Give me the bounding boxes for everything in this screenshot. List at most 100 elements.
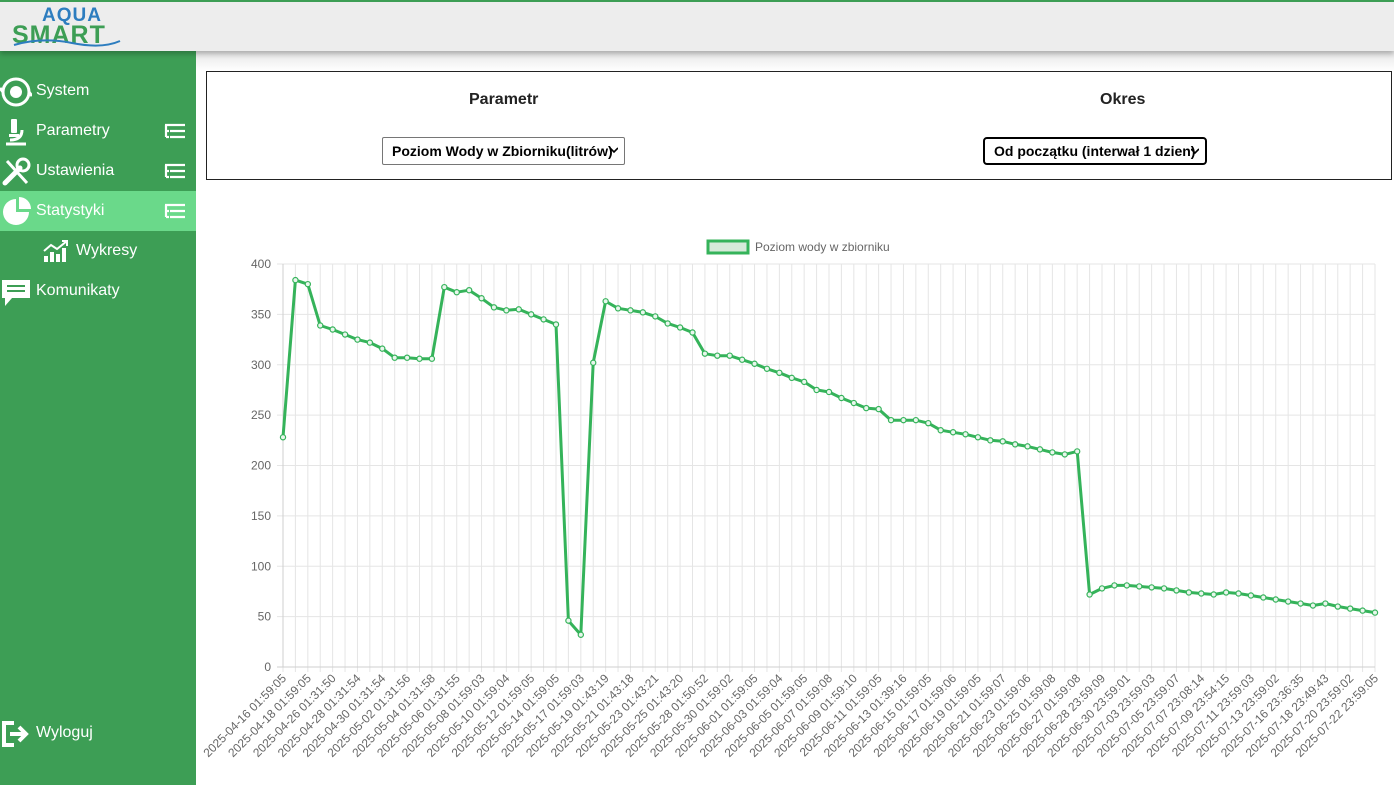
data-point — [974, 434, 982, 441]
sidebar: System Parametry Ustawienia Statystyki — [0, 51, 196, 785]
parametr-select[interactable]: Poziom Wody w Zbiorniku(litrów) — [382, 137, 625, 165]
data-point — [987, 437, 994, 444]
data-point — [366, 339, 374, 346]
sidebar-item-label: Wykresy — [76, 242, 138, 259]
data-point — [1198, 590, 1205, 597]
data-point — [552, 321, 560, 328]
y-tick-label: 150 — [251, 509, 271, 523]
data-point — [639, 309, 647, 316]
data-point — [912, 416, 920, 424]
submenu-toggle-icon[interactable] — [164, 203, 186, 219]
data-point — [1036, 446, 1044, 453]
logout-button[interactable]: Wyloguj — [0, 713, 196, 753]
submenu-toggle-icon[interactable] — [164, 123, 186, 139]
sidebar-item-system[interactable]: System — [0, 71, 196, 111]
sidebar-item-label: Parametry — [36, 122, 110, 139]
data-point — [1359, 607, 1366, 614]
sidebar-item-ustawienia[interactable]: Ustawienia — [0, 151, 196, 191]
okres-select-value: Od początku (interwał 1 dzien) — [994, 143, 1196, 159]
data-point — [1247, 592, 1255, 599]
data-point — [1011, 441, 1019, 448]
data-point — [527, 311, 535, 318]
data-point — [503, 307, 510, 314]
data-point — [763, 365, 771, 372]
data-point — [416, 355, 423, 362]
data-point — [329, 326, 336, 333]
data-point — [937, 427, 944, 434]
data-point — [614, 305, 622, 312]
data-point — [751, 360, 758, 367]
sidebar-item-label: Ustawienia — [36, 162, 115, 179]
logo-line2: SMART — [12, 21, 106, 49]
data-point — [738, 356, 746, 363]
data-point — [714, 352, 721, 359]
data-point — [292, 276, 299, 284]
recycle-gear-icon — [0, 77, 32, 107]
data-point — [1185, 589, 1193, 596]
data-point — [838, 394, 845, 402]
sidebar-item-label: Komunikaty — [36, 282, 120, 299]
y-tick-label: 100 — [251, 559, 271, 573]
data-point — [949, 429, 957, 436]
data-point — [391, 354, 398, 361]
filter-panel: Parametr Poziom Wody w Zbiorniku(litrów)… — [206, 71, 1392, 180]
data-point — [887, 416, 895, 424]
y-tick-label: 250 — [251, 408, 271, 422]
sidebar-item-statystyki[interactable]: Statystyki — [0, 191, 196, 231]
data-point — [1260, 594, 1267, 601]
y-tick-label: 50 — [258, 610, 272, 624]
aqua-smart-logo[interactable]: AQUA SMART — [12, 5, 122, 49]
data-point — [652, 313, 659, 320]
data-point — [676, 324, 684, 331]
data-point — [863, 404, 870, 412]
data-point — [1346, 605, 1354, 612]
top-bar: AQUA SMART — [0, 0, 1394, 51]
data-point — [1334, 603, 1341, 610]
data-point — [1322, 600, 1329, 607]
sidebar-item-label: Statystyki — [36, 202, 105, 219]
data-point — [900, 416, 907, 424]
data-point — [1136, 583, 1143, 590]
data-point — [726, 352, 733, 359]
sidebar-item-komunikaty[interactable]: Komunikaty — [0, 271, 196, 311]
data-point — [354, 336, 361, 343]
data-point — [1049, 449, 1056, 456]
sidebar-item-wykresy[interactable]: Wykresy — [0, 231, 196, 271]
logo-line1: AQUA — [42, 5, 102, 26]
data-point — [800, 378, 808, 386]
main-shadow — [196, 51, 1394, 71]
data-point — [1111, 582, 1118, 589]
data-point — [1061, 451, 1068, 458]
data-point — [1024, 443, 1031, 450]
logo-wave-icon — [13, 39, 121, 47]
data-point — [428, 355, 436, 362]
y-tick-label: 200 — [251, 459, 271, 473]
okres-select[interactable]: Od początku (interwał 1 dzien) — [983, 137, 1207, 165]
data-point — [627, 307, 634, 314]
data-point — [1086, 591, 1093, 598]
sidebar-item-parametry[interactable]: Parametry — [0, 111, 196, 151]
data-point — [490, 304, 498, 311]
data-point — [441, 283, 448, 291]
data-point — [1297, 600, 1304, 607]
data-point — [453, 289, 460, 296]
data-point — [1272, 596, 1279, 603]
legend-swatch — [706, 239, 750, 255]
data-point — [478, 295, 485, 302]
submenu-toggle-icon[interactable] — [164, 163, 186, 179]
message-icon — [2, 280, 30, 306]
data-point — [1173, 587, 1180, 594]
data-point — [788, 374, 795, 382]
data-point — [403, 354, 411, 361]
logout-icon — [2, 721, 29, 747]
data-point — [1309, 602, 1317, 609]
data-point — [577, 631, 585, 638]
data-point — [465, 286, 473, 294]
data-point — [813, 386, 820, 394]
data-point — [999, 438, 1006, 445]
data-point — [304, 280, 312, 288]
data-point — [875, 405, 882, 413]
logout-label: Wyloguj — [36, 724, 93, 741]
data-point — [279, 434, 287, 441]
